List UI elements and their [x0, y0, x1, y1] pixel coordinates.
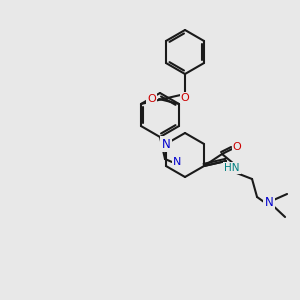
Text: O: O [181, 93, 189, 103]
Text: O: O [233, 142, 242, 152]
Text: HN: HN [224, 163, 240, 173]
Text: N: N [162, 137, 170, 151]
Text: N: N [265, 196, 273, 208]
Text: O: O [147, 94, 156, 104]
Text: N: N [173, 157, 181, 167]
